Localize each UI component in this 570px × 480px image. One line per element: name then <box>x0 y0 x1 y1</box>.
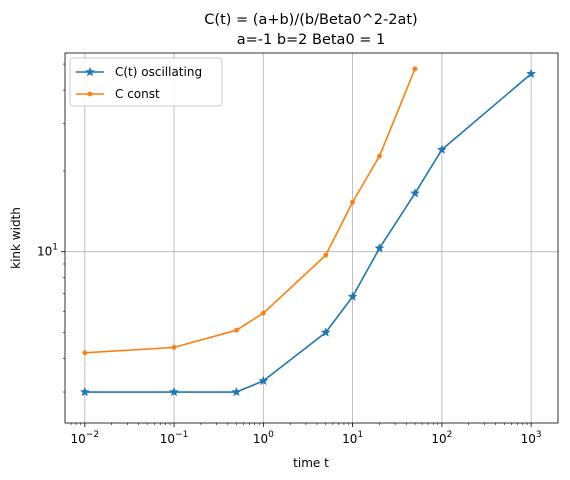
data-point-c-const <box>234 327 239 333</box>
x-tick-label: 100 <box>253 430 274 446</box>
data-point-c-const <box>260 310 266 316</box>
legend: C(t) oscillating C const <box>69 57 223 107</box>
data-point-c-t-oscillating <box>231 386 242 397</box>
legend-entries: C(t) oscillating C const <box>76 65 202 101</box>
legend-marker-c-const <box>87 91 93 97</box>
x-tick-label: 10−2 <box>71 430 100 446</box>
data-point-c-const <box>82 350 88 356</box>
data-point-c-t-oscillating <box>258 375 269 386</box>
legend-label-c-t-oscillating: C(t) oscillating <box>115 65 202 79</box>
series-line-c-const <box>84 68 416 354</box>
data-point-c-const <box>323 252 329 258</box>
y-tick-label: 101 <box>37 243 58 259</box>
data-point-c-const <box>171 344 177 350</box>
data-point-c-t-oscillating <box>374 242 385 253</box>
legend-label-c-const: C const <box>115 87 160 101</box>
y-axis-label: kink width <box>9 207 23 269</box>
x-tick-label: 103 <box>521 430 542 446</box>
legend-marker-c-t-oscillating <box>84 66 96 77</box>
data-point-c-const <box>377 153 382 159</box>
data-point-c-t-oscillating <box>79 386 90 397</box>
data-point-c-t-oscillating <box>320 327 331 337</box>
data-point-c-t-oscillating <box>436 144 447 154</box>
data-point-c-const <box>412 66 418 72</box>
chart-subtitle: a=-1 b=2 Beta0 = 1 <box>237 32 386 48</box>
tick-layer: 10−2 10−1 100 101 102 103 101 <box>37 63 542 446</box>
series-line-c-t-oscillating <box>84 73 532 393</box>
x-tick-label: 102 <box>431 430 452 446</box>
x-tick-label: 101 <box>342 430 363 446</box>
data-point-c-const <box>350 199 355 205</box>
data-point-c-t-oscillating <box>526 68 537 79</box>
legend-box <box>69 57 223 107</box>
data-point-c-t-oscillating <box>169 386 180 397</box>
plot-frame <box>64 52 559 424</box>
data-point-c-t-oscillating <box>409 188 421 198</box>
plot-background <box>65 53 558 423</box>
x-axis-label: time t <box>293 456 329 470</box>
series-layer <box>79 66 537 397</box>
x-tick-label: 10−1 <box>160 430 189 446</box>
data-point-c-t-oscillating <box>347 291 358 301</box>
chart-title: C(t) = (a+b)/(b/Beta0^2-2at) <box>204 12 417 28</box>
grid-layer <box>65 53 558 423</box>
